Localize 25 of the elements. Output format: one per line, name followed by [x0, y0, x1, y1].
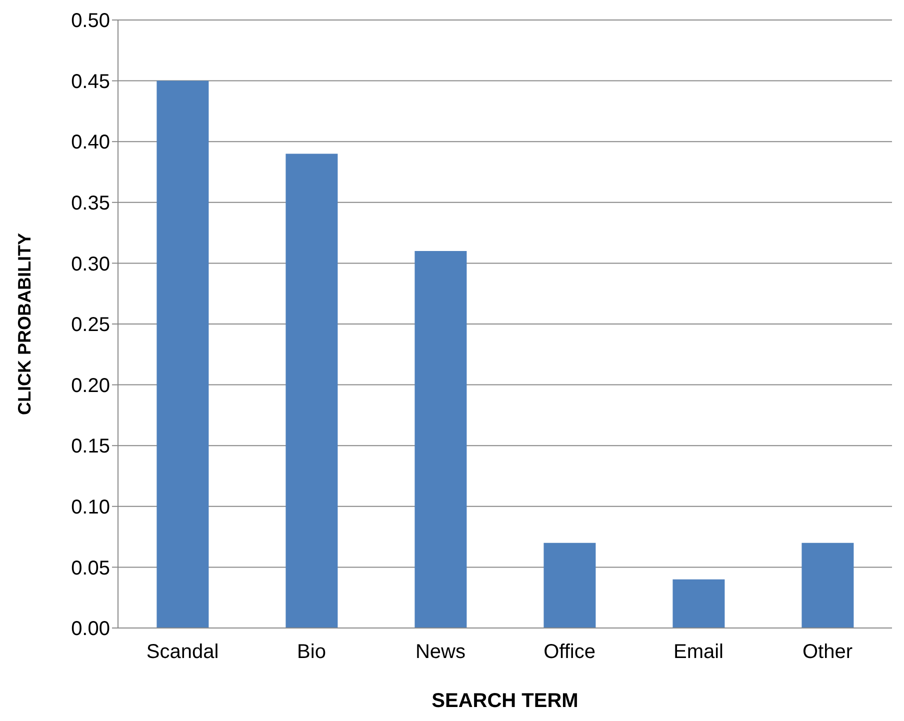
x-tick-label: Office	[544, 641, 596, 664]
bar	[286, 154, 338, 628]
y-tick-label: 0.25	[71, 314, 110, 336]
x-tick-label: Other	[802, 641, 853, 664]
bar	[414, 251, 467, 628]
x-tick-label: Email	[673, 641, 724, 664]
x-tick-label: News	[415, 641, 466, 664]
y-tick-label: 0.15	[71, 436, 110, 458]
y-tick-label: 0.45	[71, 70, 110, 93]
y-tick-label: 0.10	[71, 496, 110, 518]
y-tick-label: 0.20	[71, 374, 110, 397]
y-tick-label: 0.35	[71, 192, 110, 214]
bar	[802, 542, 854, 628]
x-tick-label: Scandal	[146, 641, 219, 664]
y-tick-label: 0.50	[71, 10, 110, 32]
y-axis-title: CLICK PROBABILITY	[14, 233, 34, 415]
bar	[544, 542, 596, 628]
bar	[672, 579, 725, 628]
x-axis-title: SEARCH TERM	[432, 690, 578, 712]
y-tick-label: 0.00	[71, 618, 110, 640]
bar	[156, 80, 209, 628]
y-tick-label: 0.30	[71, 253, 110, 276]
x-tick-label: Bio	[297, 641, 326, 664]
y-tick-label: 0.40	[71, 132, 110, 154]
y-tick-label: 0.05	[71, 557, 110, 580]
